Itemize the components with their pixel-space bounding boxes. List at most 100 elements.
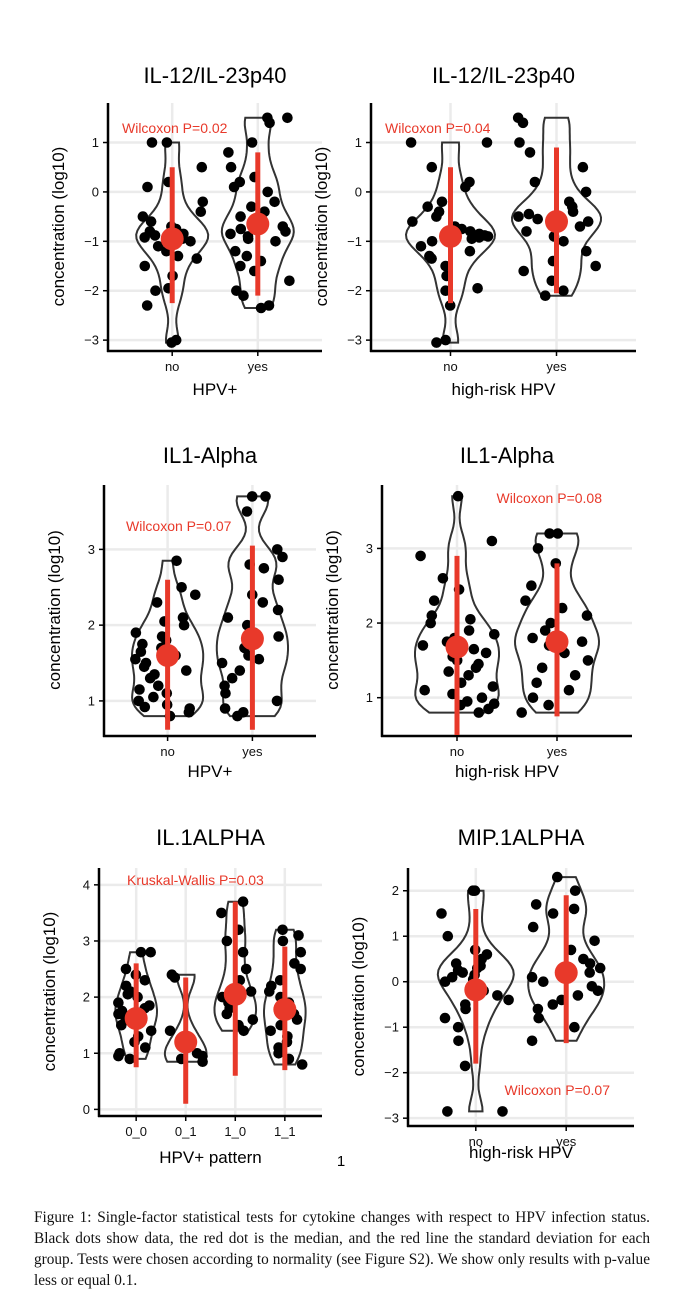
violin-outline-no bbox=[131, 559, 205, 718]
data-point bbox=[563, 684, 575, 696]
data-point bbox=[419, 684, 431, 696]
y-tick-label: −2 bbox=[384, 1065, 399, 1080]
data-point bbox=[216, 657, 228, 669]
data-point bbox=[513, 211, 524, 222]
data-point bbox=[253, 653, 265, 665]
data-point bbox=[219, 680, 230, 692]
data-point bbox=[443, 666, 455, 677]
data-point bbox=[481, 949, 493, 960]
data-point bbox=[552, 871, 563, 883]
data-point bbox=[532, 543, 544, 554]
data-point bbox=[234, 176, 246, 188]
data-point bbox=[145, 1025, 157, 1037]
data-point bbox=[520, 595, 531, 606]
y-tick-label: −1 bbox=[347, 234, 362, 249]
data-point bbox=[269, 196, 280, 208]
data-point bbox=[516, 707, 527, 718]
y-tick-label: 0 bbox=[83, 1102, 90, 1117]
data-point bbox=[564, 196, 575, 208]
data-point bbox=[446, 971, 458, 983]
x-tick-label: 0_0 bbox=[125, 1124, 147, 1139]
y-tick-label: 3 bbox=[83, 933, 90, 948]
data-point bbox=[442, 1106, 453, 1117]
y-tick-label: −3 bbox=[384, 1111, 399, 1126]
data-point bbox=[547, 999, 559, 1010]
median-dot-no bbox=[445, 635, 469, 659]
data-point bbox=[139, 975, 151, 986]
data-point bbox=[586, 981, 598, 992]
data-point bbox=[594, 962, 606, 974]
y-tick-label: −2 bbox=[347, 283, 362, 298]
x-tick-label: no bbox=[443, 359, 457, 374]
data-point bbox=[440, 334, 451, 346]
test-annotation: Wilcoxon P=0.07 bbox=[505, 1082, 611, 1098]
figure-caption: Figure 1: Single-factor statistical test… bbox=[34, 1209, 650, 1289]
x-axis-label: HPV+ bbox=[188, 762, 233, 781]
data-point bbox=[116, 1005, 128, 1017]
data-point bbox=[536, 662, 548, 674]
data-point bbox=[527, 632, 538, 644]
data-point bbox=[137, 211, 149, 222]
test-annotation: Kruskal-Wallis P=0.03 bbox=[127, 872, 264, 888]
data-point bbox=[144, 226, 156, 237]
figure-canvas: −3 −2 −1 0 1 no yes IL-12/IL-23p40 HPV+ concentra… bbox=[40, 63, 636, 1170]
data-point bbox=[582, 216, 594, 227]
data-point bbox=[487, 681, 499, 692]
data-point bbox=[113, 997, 124, 1008]
data-point bbox=[460, 999, 471, 1010]
y-tick-label: 1 bbox=[355, 135, 362, 150]
data-point bbox=[145, 216, 157, 227]
y-tick-label: 1 bbox=[88, 693, 95, 708]
data-point bbox=[247, 1014, 259, 1025]
data-point bbox=[590, 260, 601, 272]
data-point bbox=[459, 1060, 471, 1072]
data-point bbox=[181, 665, 192, 676]
data-point bbox=[526, 1035, 538, 1047]
data-point bbox=[532, 213, 543, 225]
data-point bbox=[235, 211, 246, 222]
data-point bbox=[580, 186, 592, 198]
data-point bbox=[141, 300, 153, 311]
data-point bbox=[120, 963, 132, 975]
data-point bbox=[574, 221, 586, 232]
data-point bbox=[474, 228, 485, 240]
x-tick-label: no bbox=[165, 359, 179, 374]
data-point bbox=[164, 1025, 176, 1037]
data-point bbox=[473, 707, 485, 718]
data-point bbox=[462, 696, 473, 707]
test-annotation: Wilcoxon P=0.04 bbox=[385, 120, 491, 136]
data-point bbox=[219, 703, 231, 714]
data-point bbox=[196, 161, 208, 173]
data-point bbox=[468, 643, 480, 655]
data-point bbox=[532, 1003, 544, 1015]
data-point bbox=[235, 223, 247, 235]
data-point bbox=[166, 969, 178, 980]
data-point bbox=[422, 201, 434, 212]
data-point bbox=[442, 930, 454, 942]
data-point bbox=[480, 647, 492, 659]
data-point bbox=[142, 181, 153, 193]
data-point bbox=[584, 967, 595, 978]
data-point bbox=[145, 946, 156, 958]
data-point bbox=[453, 1035, 464, 1047]
x-tick-label: 1_1 bbox=[274, 1124, 296, 1139]
data-point bbox=[130, 653, 141, 665]
data-point bbox=[277, 935, 289, 947]
data-point bbox=[431, 337, 442, 348]
data-point bbox=[463, 670, 474, 681]
data-point bbox=[465, 226, 476, 237]
data-point bbox=[148, 691, 159, 703]
median-dot-yes bbox=[240, 627, 264, 651]
data-point bbox=[262, 112, 273, 124]
y-axis-label: concentration (log10) bbox=[40, 912, 59, 1072]
data-point bbox=[492, 990, 503, 1001]
x-tick-label: yes bbox=[546, 359, 567, 374]
data-point bbox=[538, 976, 549, 987]
data-point bbox=[415, 241, 427, 252]
data-point bbox=[240, 963, 252, 975]
data-point bbox=[464, 176, 475, 188]
data-point bbox=[452, 490, 464, 502]
data-point bbox=[271, 695, 283, 707]
data-point bbox=[134, 684, 145, 695]
data-point bbox=[184, 703, 195, 714]
